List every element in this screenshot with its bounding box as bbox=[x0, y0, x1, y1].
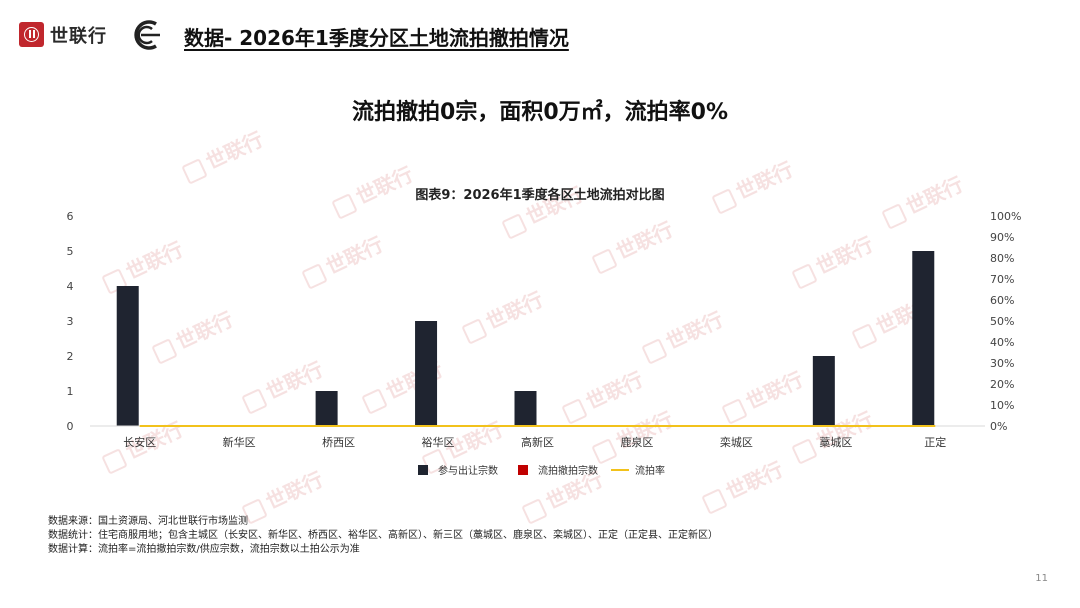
y-tick-label: 6 bbox=[67, 210, 74, 223]
shilian-logo-icon bbox=[19, 22, 44, 47]
x-tick-label: 高新区 bbox=[521, 435, 554, 449]
legend-label: 流拍率 bbox=[635, 464, 665, 477]
y2-tick-label: 40% bbox=[990, 336, 1014, 349]
x-tick-label: 桥西区 bbox=[322, 436, 355, 449]
logo-text: 世联行 bbox=[50, 26, 107, 47]
y-tick-label: 4 bbox=[67, 280, 74, 293]
header: 世联行 数据- 2026年1季度分区土地流拍撤拍情况 bbox=[0, 0, 1080, 70]
note-source: 数据来源：国土资源局、河北世联行市场监测 bbox=[48, 516, 248, 527]
y2-tick-label: 0% bbox=[990, 420, 1007, 433]
y-tick-label: 1 bbox=[67, 385, 74, 398]
y-tick-label: 5 bbox=[67, 245, 74, 258]
chart-title: 图表9：2026年1季度各区土地流拍对比图 bbox=[415, 188, 665, 203]
legend-swatch bbox=[518, 465, 528, 475]
y-tick-label: 0 bbox=[67, 420, 74, 433]
y2-tick-label: 30% bbox=[990, 357, 1014, 370]
note-calc: 数据计算：流拍率=流拍撤拍宗数/供应宗数，流拍宗数以土拍公示为准 bbox=[48, 544, 360, 555]
legend-swatch bbox=[418, 465, 428, 475]
page-title: 数据- 2026年1季度分区土地流拍撤拍情况 bbox=[184, 26, 569, 50]
bar-参与出让宗数 bbox=[415, 321, 438, 426]
x-tick-label: 栾城区 bbox=[720, 435, 753, 449]
legend-label: 流拍撤拍宗数 bbox=[538, 464, 598, 477]
x-tick-label: 鹿泉区 bbox=[620, 435, 653, 449]
y-tick-label: 2 bbox=[67, 350, 74, 363]
bar-参与出让宗数 bbox=[514, 391, 537, 426]
x-tick-label: 裕华区 bbox=[422, 435, 455, 449]
y2-tick-label: 70% bbox=[990, 273, 1014, 286]
x-tick-label: 新华区 bbox=[223, 435, 256, 449]
bar-参与出让宗数 bbox=[116, 286, 139, 426]
note-scope: 数据统计：住宅商服用地；包含主城区（长安区、新华区、桥西区、裕华区、高新区）、新… bbox=[48, 530, 718, 541]
bar-参与出让宗数 bbox=[315, 391, 338, 426]
y2-tick-label: 90% bbox=[990, 231, 1014, 244]
x-tick-label: 正定 bbox=[924, 435, 946, 449]
brand-c-logo-icon bbox=[134, 20, 160, 50]
bar-参与出让宗数 bbox=[912, 251, 935, 426]
y-tick-label: 3 bbox=[67, 315, 74, 328]
page-number: 11 bbox=[1035, 573, 1048, 584]
headline: 流拍撤拍0宗，面积0万㎡，流拍率0% bbox=[352, 100, 728, 125]
y2-tick-label: 100% bbox=[990, 210, 1021, 223]
x-tick-label: 长安区 bbox=[123, 435, 156, 449]
y2-tick-label: 50% bbox=[990, 315, 1014, 328]
x-tick-label: 藁城区 bbox=[819, 436, 852, 449]
notes: 数据来源：国土资源局、河北世联行市场监测 数据统计：住宅商服用地；包含主城区（长… bbox=[48, 515, 718, 557]
bar-参与出让宗数 bbox=[812, 356, 835, 426]
y2-tick-label: 20% bbox=[990, 378, 1014, 391]
y2-tick-label: 10% bbox=[990, 399, 1014, 412]
legend-label: 参与出让宗数 bbox=[438, 464, 498, 477]
y2-tick-label: 80% bbox=[990, 252, 1014, 265]
y2-tick-label: 60% bbox=[990, 294, 1014, 307]
